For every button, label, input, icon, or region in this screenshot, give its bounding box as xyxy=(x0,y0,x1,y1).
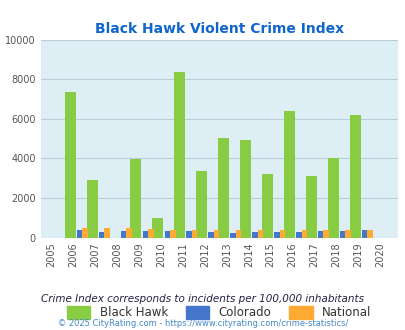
Bar xyxy=(98,232,104,238)
Bar xyxy=(239,140,250,238)
Text: Crime Index corresponds to incidents per 100,000 inhabitants: Crime Index corresponds to incidents per… xyxy=(41,294,364,304)
Bar xyxy=(279,230,284,238)
Bar xyxy=(257,230,262,238)
Bar xyxy=(196,171,207,238)
Bar xyxy=(86,180,97,238)
Legend: Black Hawk, Colorado, National: Black Hawk, Colorado, National xyxy=(63,303,374,323)
Bar xyxy=(305,176,316,238)
Bar xyxy=(120,231,126,238)
Bar xyxy=(142,231,148,238)
Bar xyxy=(130,159,141,238)
Bar xyxy=(126,228,131,238)
Bar xyxy=(317,231,323,238)
Bar xyxy=(367,230,372,238)
Bar xyxy=(164,231,170,238)
Bar xyxy=(82,228,87,238)
Bar xyxy=(186,231,192,238)
Bar xyxy=(349,115,360,238)
Bar xyxy=(235,230,241,238)
Bar xyxy=(345,230,350,238)
Bar xyxy=(208,232,213,238)
Bar xyxy=(323,230,328,238)
Text: © 2025 CityRating.com - https://www.cityrating.com/crime-statistics/: © 2025 CityRating.com - https://www.city… xyxy=(58,319,347,328)
Bar xyxy=(152,218,163,238)
Bar xyxy=(230,233,235,238)
Title: Black Hawk Violent Crime Index: Black Hawk Violent Crime Index xyxy=(94,22,343,36)
Bar xyxy=(170,230,175,238)
Bar xyxy=(273,232,279,238)
Bar xyxy=(283,111,294,238)
Bar xyxy=(77,230,82,238)
Bar xyxy=(104,228,109,238)
Bar xyxy=(327,158,338,238)
Bar xyxy=(174,72,185,238)
Bar xyxy=(64,92,75,238)
Bar xyxy=(192,230,197,238)
Bar xyxy=(217,138,228,238)
Bar xyxy=(295,232,301,238)
Bar xyxy=(213,230,219,238)
Bar xyxy=(339,231,345,238)
Bar xyxy=(361,230,367,238)
Bar xyxy=(301,230,306,238)
Bar xyxy=(148,229,153,238)
Bar xyxy=(252,232,257,238)
Bar xyxy=(261,174,272,238)
